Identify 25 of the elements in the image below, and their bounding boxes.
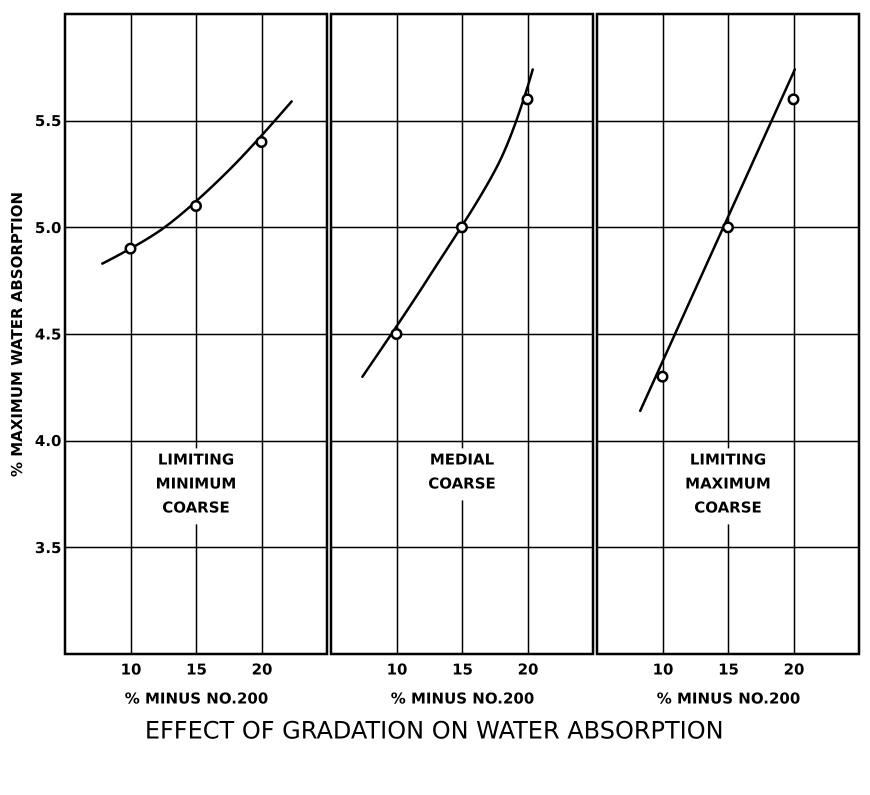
annotation: LIMITING MINIMUM COARSE bbox=[156, 450, 236, 516]
x-tick-label: 10 bbox=[652, 660, 674, 678]
x-axis-title: % MINUS NO.200 bbox=[390, 690, 534, 708]
x-tick-label: 15 bbox=[718, 660, 739, 678]
y-tick-label: 4.0 bbox=[34, 432, 62, 450]
x-tick-label: 15 bbox=[186, 660, 207, 678]
x-axis-title: % MINUS NO.200 bbox=[656, 690, 800, 708]
point bbox=[190, 200, 202, 212]
annotation: LIMITING MAXIMUM COARSE bbox=[685, 450, 771, 516]
x-tick-label: 20 bbox=[784, 660, 804, 678]
x-tick-label: 10 bbox=[120, 660, 142, 678]
text: EFFECT OF GRADATION ON WATER ABSORPTION bbox=[144, 716, 724, 744]
y-tick-label: 4.5 bbox=[34, 326, 62, 344]
point bbox=[256, 136, 268, 148]
x-tick-label: 20 bbox=[518, 660, 538, 678]
point bbox=[124, 242, 136, 255]
annotation: MEDIAL COARSE bbox=[428, 450, 496, 492]
y-tick-label: 5.0 bbox=[34, 218, 62, 237]
x-tick-label: 10 bbox=[386, 660, 408, 678]
y-tick-label: 5.5 bbox=[34, 112, 62, 130]
y-axis-title: % MAXIMUM WATER ABSORPTION bbox=[8, 192, 26, 478]
y-tick-label: 3.5 bbox=[34, 538, 62, 557]
x-tick-label: 20 bbox=[252, 660, 272, 678]
x-tick-label: 15 bbox=[452, 660, 473, 678]
x-axis-title: % MINUS NO.200 bbox=[124, 690, 268, 708]
